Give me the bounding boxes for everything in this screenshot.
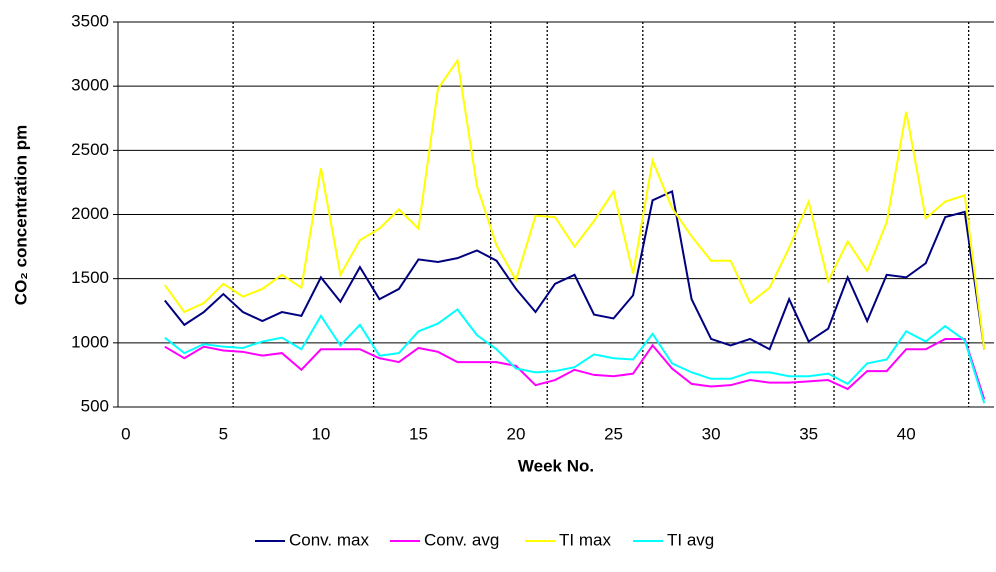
y-tick-label: 1000	[71, 332, 109, 351]
legend-label: TI max	[559, 530, 611, 549]
y-tick-label: 2000	[71, 204, 109, 223]
legend-label: Conv. avg	[424, 530, 499, 549]
legend-label: Conv. max	[289, 530, 369, 549]
x-tick-label: 0	[121, 424, 130, 443]
legend-label: TI avg	[667, 530, 714, 549]
x-axis-label: Week No.	[518, 456, 594, 475]
series-line	[164, 308, 986, 404]
y-tick-label: 3500	[71, 11, 109, 30]
x-tick-label: 15	[409, 424, 428, 443]
series-line	[164, 189, 986, 351]
x-tick-label: 40	[897, 424, 916, 443]
x-tick-label: 35	[799, 424, 818, 443]
x-tick-label: 20	[507, 424, 526, 443]
y-tick-label: 3000	[71, 76, 109, 95]
y-tick-label: 2500	[71, 140, 109, 159]
y-axis-label: CO₂ concentration pm	[11, 125, 30, 305]
x-tick-label: 30	[702, 424, 721, 443]
x-tick-label: 5	[219, 424, 228, 443]
x-tick-label: 10	[311, 424, 330, 443]
series-line	[164, 337, 986, 400]
y-tick-label: 500	[81, 396, 109, 415]
x-tick-label: 25	[604, 424, 623, 443]
y-tick-label: 1500	[71, 268, 109, 287]
series-line	[164, 57, 986, 350]
